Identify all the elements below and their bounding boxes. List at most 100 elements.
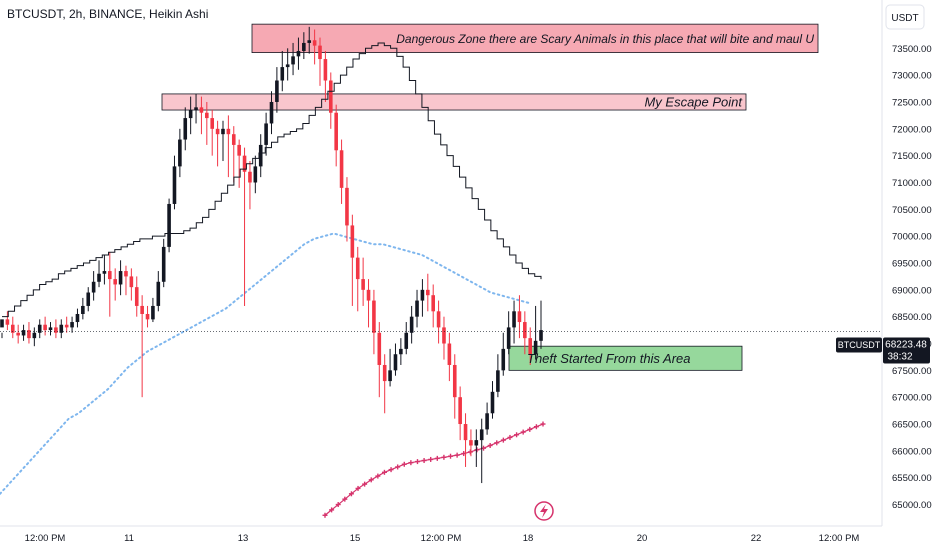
candle (210, 110, 215, 156)
current-price-tag: 68223.48 38:32 (883, 337, 930, 364)
cross-marker (454, 452, 460, 458)
candle (372, 289, 376, 355)
annotation-box[interactable] (161, 93, 747, 111)
candle (64, 316, 69, 333)
x-tick-label: 13 (238, 533, 249, 544)
candle (5, 311, 10, 331)
candle (388, 348, 392, 387)
candle (490, 381, 495, 419)
bar-countdown: 38:32 (887, 352, 912, 363)
candle (134, 276, 139, 317)
y-tick-label: 71500.00 (892, 151, 932, 162)
candle (205, 101, 209, 145)
candle (97, 260, 101, 288)
candle (43, 316, 47, 336)
chart-title: BTCUSDT, 2h, BINANCE, Heikin Ashi (7, 7, 208, 21)
candle (517, 295, 522, 339)
annotation-box[interactable] (508, 345, 743, 371)
annotation-label: My Escape Point (644, 94, 743, 109)
candle (275, 67, 279, 113)
candle (75, 308, 80, 328)
candle (102, 254, 107, 285)
candle (264, 112, 268, 156)
candle (188, 96, 193, 135)
candle (237, 139, 241, 188)
y-axis: 65000.00 65500.00 66000.00 66500.00 67000.00… (881, 0, 932, 526)
step-line (2, 42, 542, 318)
candle (512, 300, 516, 344)
candle (37, 319, 42, 339)
candle (172, 155, 177, 210)
candle (151, 297, 155, 323)
annotation-box[interactable] (251, 23, 819, 54)
cross-marker (408, 460, 414, 466)
candle (32, 327, 37, 347)
cross-marker (434, 455, 440, 461)
candle (156, 271, 161, 312)
cross-marker (381, 469, 387, 475)
y-tick-label: 69500.00 (892, 259, 932, 270)
dotted-moving-average (0, 232, 531, 495)
annotation-zones (161, 23, 819, 371)
step-line-series (2, 42, 542, 318)
y-tick-label: 66000.00 (892, 446, 932, 457)
candle (307, 26, 312, 54)
y-tick-label: 66500.00 (892, 420, 932, 431)
currency-button[interactable]: USDT (885, 4, 925, 30)
x-axis: 12:00 PM 11 13 15 12:00 PM 18 20 22 12:00 PM (0, 525, 882, 544)
cross-marker (322, 512, 328, 518)
candle (81, 297, 85, 320)
cross-marker (342, 496, 348, 502)
candle (496, 354, 500, 398)
candle (91, 271, 96, 301)
candle (59, 319, 64, 339)
candle (145, 305, 150, 328)
lightning-event-icon[interactable] (534, 501, 554, 521)
candle (426, 273, 430, 312)
y-tick-label: 72000.00 (892, 124, 932, 135)
x-tick-label: 12:00 PM (421, 533, 462, 544)
candle (178, 128, 182, 178)
y-tick-label: 68500.00 (892, 312, 932, 323)
dotted-line (0, 232, 531, 495)
cross-marker (348, 491, 354, 497)
candle (431, 284, 435, 328)
x-tick-label: 15 (350, 533, 361, 544)
candle (312, 29, 317, 65)
candle (113, 268, 117, 301)
candle (523, 311, 527, 355)
candle (469, 429, 473, 457)
y-tick-label: 71000.00 (892, 178, 932, 189)
cross-marker (500, 437, 506, 443)
candle (436, 300, 441, 344)
cross-marker (428, 456, 434, 462)
annotation-labels: Dangerous Zone there are Scary Animals i… (396, 32, 814, 366)
x-tick-label: 12:00 PM (819, 533, 860, 544)
y-tick-label: 72500.00 (892, 97, 932, 108)
candle (226, 115, 231, 178)
candle (215, 120, 220, 167)
cross-marker (362, 481, 368, 487)
candle (167, 198, 171, 253)
candle (382, 354, 387, 414)
candle (479, 418, 484, 484)
cross-marker (520, 429, 526, 435)
candle (506, 311, 511, 355)
x-tick-label: 20 (637, 533, 648, 544)
candle (533, 305, 538, 360)
cross-marker (533, 424, 539, 430)
cross-line (324, 423, 544, 516)
candle (393, 343, 398, 376)
candle (296, 37, 301, 70)
y-tick-label: 67000.00 (892, 393, 932, 404)
candle (415, 289, 419, 328)
candle (318, 37, 322, 86)
candle (501, 332, 506, 376)
candle (118, 260, 123, 296)
candle (399, 338, 403, 365)
candle (285, 48, 290, 81)
candle (248, 161, 252, 210)
x-tick-label: 18 (523, 533, 534, 544)
candle (474, 429, 479, 467)
